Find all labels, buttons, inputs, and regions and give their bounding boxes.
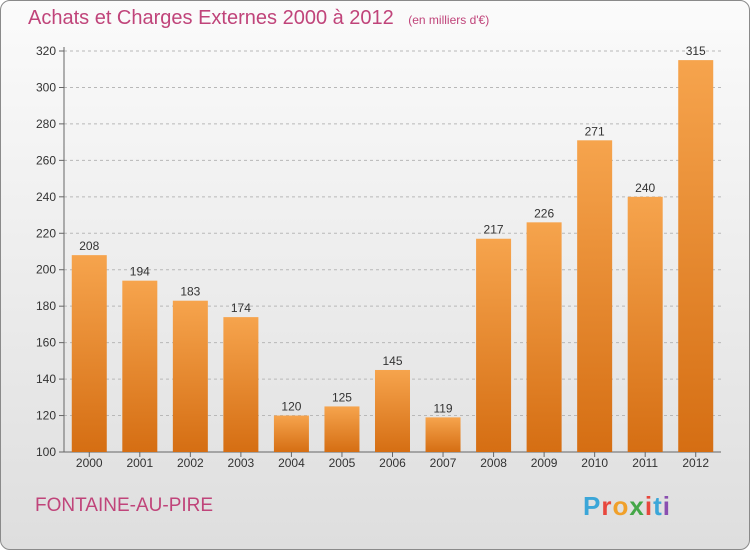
bars [71, 60, 714, 452]
data-label: 125 [332, 390, 352, 404]
x-tick-label: 2003 [228, 456, 255, 470]
bar [577, 140, 613, 452]
bar [476, 238, 512, 452]
data-label: 226 [534, 206, 554, 220]
y-tick-label: 320 [36, 44, 56, 58]
x-tick-label: 2011 [632, 456, 658, 470]
logo-letter: i [644, 491, 654, 521]
bar [273, 415, 309, 452]
data-label: 145 [382, 354, 402, 368]
bar [172, 300, 208, 452]
axes: 100 120 140 160 180 200 220 240 260 280 300 320 2000… [36, 44, 721, 470]
logo-letter: i [662, 491, 671, 521]
y-tick-label: 200 [36, 263, 56, 277]
data-label: 208 [79, 239, 99, 253]
y-tick-label: 280 [36, 117, 56, 131]
labels: 208 194 183 174 120 125 145 119 217 226 271 240 315 [79, 44, 706, 415]
x-tick-label: 2009 [531, 456, 558, 470]
bar [627, 196, 663, 452]
y-tick-label: 180 [36, 299, 56, 313]
y-tick-label: 120 [36, 409, 56, 423]
logo-letter: t [653, 491, 663, 521]
data-label: 240 [635, 181, 655, 195]
x-tick-label: 2010 [581, 456, 608, 470]
x-tick-label: 2005 [329, 456, 356, 470]
bar [425, 417, 461, 452]
data-label: 194 [130, 265, 150, 279]
x-tick-label: 2000 [76, 456, 103, 470]
logo-letter: x [629, 491, 645, 521]
x-tick-label: 2002 [177, 456, 204, 470]
x-tick-label: 2007 [430, 456, 457, 470]
chart-header: Achats et Charges Externes 2000 à 2012 (… [28, 7, 489, 30]
x-tick-label: 2004 [278, 456, 305, 470]
bar [375, 369, 410, 452]
bar [122, 280, 158, 452]
y-tick-label: 140 [36, 372, 56, 386]
x-tick-label: 2001 [126, 456, 153, 470]
bar [678, 60, 714, 452]
logo-letter: P [583, 491, 602, 521]
bar [71, 255, 107, 452]
x-tick-label: 2012 [682, 456, 709, 470]
data-label: 217 [484, 223, 504, 237]
x-tick-label: 2008 [480, 456, 507, 470]
x-tick-label: 2006 [379, 456, 406, 470]
data-label: 183 [180, 285, 200, 299]
proxiti-logo[interactable]: Proxiti [583, 491, 671, 522]
chart-title: Achats et Charges Externes 2000 à 2012 [28, 7, 394, 29]
y-tick-label: 100 [36, 445, 56, 459]
logo-letter: o [612, 491, 630, 521]
y-tick-label: 300 [36, 80, 56, 94]
y-tick-label: 220 [36, 226, 56, 240]
logo-letter: r [601, 491, 613, 521]
data-label: 119 [433, 401, 452, 415]
y-tick-label: 260 [36, 153, 56, 167]
y-tick-label: 160 [36, 336, 56, 350]
place-name: FONTAINE-AU-PIRE [35, 495, 214, 516]
bar [526, 222, 562, 452]
bar [223, 317, 259, 452]
data-label: 174 [231, 301, 251, 315]
y-tick-label: 240 [36, 190, 56, 204]
data-label: 271 [585, 124, 605, 138]
data-label: 315 [686, 44, 706, 58]
data-label: 120 [281, 400, 301, 414]
bar [324, 406, 360, 452]
chart-unit: (en milliers d'€) [408, 13, 490, 27]
